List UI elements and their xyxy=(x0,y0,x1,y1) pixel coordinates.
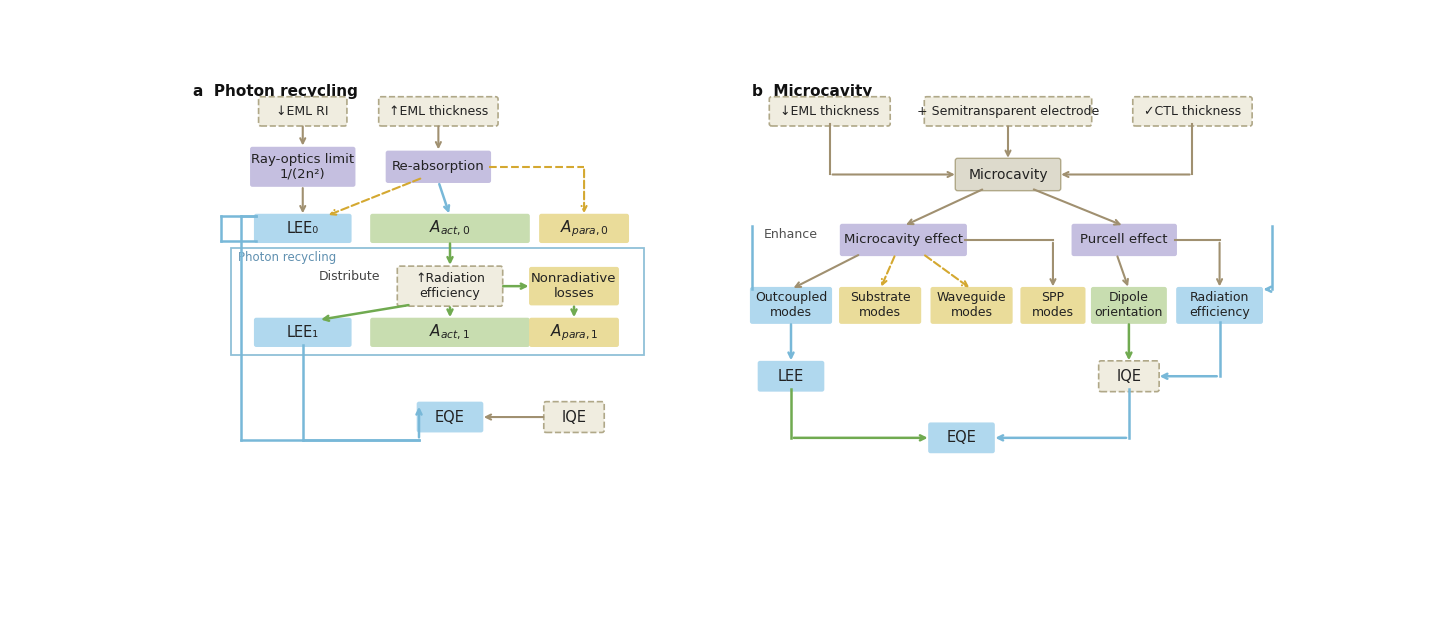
Text: $A_{act,1}$: $A_{act,1}$ xyxy=(429,322,470,342)
FancyBboxPatch shape xyxy=(769,97,891,126)
FancyBboxPatch shape xyxy=(1133,97,1253,126)
Text: a  Photon recycling: a Photon recycling xyxy=(193,84,358,99)
FancyBboxPatch shape xyxy=(250,147,356,187)
FancyBboxPatch shape xyxy=(931,287,1012,324)
Text: Distribute: Distribute xyxy=(319,270,380,283)
Text: $A_{act,0}$: $A_{act,0}$ xyxy=(429,219,470,238)
FancyBboxPatch shape xyxy=(928,422,995,453)
FancyBboxPatch shape xyxy=(255,317,352,347)
Text: SPP
modes: SPP modes xyxy=(1032,291,1074,319)
Text: Re-absorption: Re-absorption xyxy=(392,161,485,174)
Text: LEE: LEE xyxy=(778,369,804,384)
Text: IQE: IQE xyxy=(562,410,586,425)
FancyBboxPatch shape xyxy=(839,287,921,324)
Text: + Semitransparent electrode: + Semitransparent electrode xyxy=(917,105,1100,118)
Text: Enhance: Enhance xyxy=(764,228,818,241)
Text: Photon recycling: Photon recycling xyxy=(237,252,336,265)
FancyBboxPatch shape xyxy=(1098,361,1160,392)
FancyBboxPatch shape xyxy=(1071,224,1177,256)
Text: IQE: IQE xyxy=(1117,369,1141,384)
Text: EQE: EQE xyxy=(947,430,977,445)
FancyBboxPatch shape xyxy=(379,97,498,126)
FancyBboxPatch shape xyxy=(924,97,1091,126)
FancyBboxPatch shape xyxy=(1021,287,1085,324)
FancyBboxPatch shape xyxy=(749,287,832,324)
FancyBboxPatch shape xyxy=(955,158,1061,191)
FancyBboxPatch shape xyxy=(839,224,967,256)
FancyBboxPatch shape xyxy=(529,317,619,347)
FancyBboxPatch shape xyxy=(1091,287,1167,324)
FancyBboxPatch shape xyxy=(259,97,347,126)
Text: $A_{para,1}$: $A_{para,1}$ xyxy=(549,322,598,343)
FancyBboxPatch shape xyxy=(255,214,352,243)
FancyBboxPatch shape xyxy=(539,214,629,243)
FancyBboxPatch shape xyxy=(758,361,824,392)
Text: ✓CTL thickness: ✓CTL thickness xyxy=(1144,105,1241,118)
FancyBboxPatch shape xyxy=(398,266,503,306)
FancyBboxPatch shape xyxy=(370,317,531,347)
Text: ↑Radiation
efficiency: ↑Radiation efficiency xyxy=(415,272,485,300)
Text: Nonradiative
losses: Nonradiative losses xyxy=(532,272,616,300)
FancyBboxPatch shape xyxy=(529,267,619,306)
Text: Outcoupled
modes: Outcoupled modes xyxy=(755,291,827,319)
FancyBboxPatch shape xyxy=(1177,287,1263,324)
Text: Substrate
modes: Substrate modes xyxy=(849,291,911,319)
Text: $A_{para,0}$: $A_{para,0}$ xyxy=(559,218,609,239)
Text: Purcell effect: Purcell effect xyxy=(1081,234,1168,246)
Text: Microcavity effect: Microcavity effect xyxy=(844,234,962,246)
FancyBboxPatch shape xyxy=(370,214,531,243)
Text: Dipole
orientation: Dipole orientation xyxy=(1095,291,1163,319)
Text: ↑EML thickness: ↑EML thickness xyxy=(389,105,488,118)
Text: ↓EML thickness: ↓EML thickness xyxy=(781,105,879,118)
FancyBboxPatch shape xyxy=(416,402,483,433)
FancyBboxPatch shape xyxy=(386,151,490,183)
FancyBboxPatch shape xyxy=(543,402,605,433)
Text: EQE: EQE xyxy=(435,410,465,425)
FancyBboxPatch shape xyxy=(232,247,644,355)
Text: Microcavity: Microcavity xyxy=(968,167,1048,182)
Text: b  Microcavity: b Microcavity xyxy=(752,84,872,99)
Text: LEE₀: LEE₀ xyxy=(286,221,319,236)
Text: LEE₁: LEE₁ xyxy=(286,325,319,340)
Text: Radiation
efficiency: Radiation efficiency xyxy=(1190,291,1250,319)
Text: Ray-optics limit
1/(2n²): Ray-optics limit 1/(2n²) xyxy=(252,153,355,181)
Text: Waveguide
modes: Waveguide modes xyxy=(937,291,1007,319)
Text: ↓EML RI: ↓EML RI xyxy=(276,105,329,118)
